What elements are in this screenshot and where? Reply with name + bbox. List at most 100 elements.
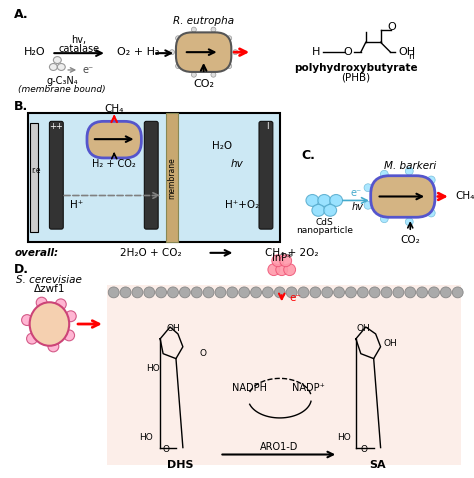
Ellipse shape xyxy=(346,287,356,298)
Text: HO: HO xyxy=(146,364,160,373)
Ellipse shape xyxy=(405,287,416,298)
Text: O: O xyxy=(199,349,206,358)
Ellipse shape xyxy=(211,72,216,77)
Text: H₂O: H₂O xyxy=(24,47,46,57)
Ellipse shape xyxy=(108,287,119,298)
Ellipse shape xyxy=(364,184,372,192)
FancyBboxPatch shape xyxy=(166,113,178,242)
Ellipse shape xyxy=(65,311,76,322)
Ellipse shape xyxy=(55,299,66,310)
FancyBboxPatch shape xyxy=(49,121,63,229)
Text: NADPH: NADPH xyxy=(232,383,266,393)
Text: O: O xyxy=(344,47,352,57)
Ellipse shape xyxy=(357,287,368,298)
Ellipse shape xyxy=(427,209,435,217)
Text: g-C₃N₄: g-C₃N₄ xyxy=(46,76,78,86)
Text: DHS: DHS xyxy=(167,460,193,470)
Ellipse shape xyxy=(310,287,321,298)
Ellipse shape xyxy=(324,205,337,216)
Text: nanoparticle: nanoparticle xyxy=(296,226,353,235)
FancyBboxPatch shape xyxy=(144,121,158,229)
Ellipse shape xyxy=(175,36,181,41)
Ellipse shape xyxy=(405,167,413,175)
Text: HO: HO xyxy=(337,433,351,442)
Text: OH: OH xyxy=(398,47,416,57)
Text: ++: ++ xyxy=(49,122,63,131)
Ellipse shape xyxy=(263,287,273,298)
Ellipse shape xyxy=(64,330,74,341)
Ellipse shape xyxy=(428,287,439,298)
Text: O: O xyxy=(163,445,170,454)
Ellipse shape xyxy=(380,215,388,223)
Ellipse shape xyxy=(452,287,463,298)
FancyBboxPatch shape xyxy=(176,33,231,72)
FancyBboxPatch shape xyxy=(371,176,435,217)
Ellipse shape xyxy=(381,287,392,298)
Text: SA: SA xyxy=(369,460,386,470)
Ellipse shape xyxy=(168,287,178,298)
Ellipse shape xyxy=(417,287,428,298)
Text: A.: A. xyxy=(14,8,28,21)
Ellipse shape xyxy=(276,264,288,276)
Ellipse shape xyxy=(132,287,143,298)
Text: I: I xyxy=(265,122,268,131)
Text: InP*: InP* xyxy=(272,253,292,263)
Text: e⁻: e⁻ xyxy=(290,293,301,304)
Text: D.: D. xyxy=(14,263,29,276)
Text: H: H xyxy=(312,47,320,57)
Ellipse shape xyxy=(318,195,331,206)
Text: O: O xyxy=(360,445,367,454)
Text: membrane: membrane xyxy=(167,157,176,198)
Ellipse shape xyxy=(284,264,296,276)
FancyBboxPatch shape xyxy=(259,121,273,229)
Ellipse shape xyxy=(280,255,292,267)
Ellipse shape xyxy=(233,50,238,54)
Text: catalase: catalase xyxy=(58,44,100,54)
Text: n: n xyxy=(408,52,414,61)
Text: OH: OH xyxy=(383,339,397,348)
Ellipse shape xyxy=(227,64,232,68)
Ellipse shape xyxy=(364,201,372,209)
Ellipse shape xyxy=(175,64,181,68)
Ellipse shape xyxy=(191,72,196,77)
Ellipse shape xyxy=(306,195,319,206)
Ellipse shape xyxy=(369,287,380,298)
Text: CH₄: CH₄ xyxy=(104,105,124,115)
Ellipse shape xyxy=(268,264,280,276)
Text: polyhydroxybutyrate: polyhydroxybutyrate xyxy=(294,63,418,73)
Text: H⁺: H⁺ xyxy=(71,200,84,210)
Text: CdS: CdS xyxy=(315,217,333,227)
Ellipse shape xyxy=(57,64,65,70)
Text: M. barkeri: M. barkeri xyxy=(384,161,437,171)
Ellipse shape xyxy=(380,170,388,178)
Text: hv: hv xyxy=(231,159,244,169)
Text: S. cerevisiae: S. cerevisiae xyxy=(17,274,82,284)
Ellipse shape xyxy=(120,287,131,298)
Ellipse shape xyxy=(330,195,343,206)
Text: hv,: hv, xyxy=(72,35,87,45)
Text: H⁺+O₂: H⁺+O₂ xyxy=(225,200,259,210)
Ellipse shape xyxy=(155,287,166,298)
Ellipse shape xyxy=(227,36,232,41)
Text: OH: OH xyxy=(357,325,371,334)
Ellipse shape xyxy=(322,287,333,298)
Text: hv: hv xyxy=(352,202,364,212)
Ellipse shape xyxy=(203,287,214,298)
Ellipse shape xyxy=(274,287,285,298)
Ellipse shape xyxy=(191,27,196,32)
Ellipse shape xyxy=(227,287,238,298)
Ellipse shape xyxy=(191,287,202,298)
Text: C.: C. xyxy=(301,150,315,163)
Text: R. eutropha: R. eutropha xyxy=(173,15,234,25)
FancyBboxPatch shape xyxy=(27,113,280,242)
Text: ARO1-D: ARO1-D xyxy=(260,442,298,452)
FancyBboxPatch shape xyxy=(30,123,37,232)
Text: (PHB): (PHB) xyxy=(341,73,371,83)
Text: CO₂: CO₂ xyxy=(193,79,214,89)
Text: O: O xyxy=(388,22,396,33)
Text: CO₂: CO₂ xyxy=(401,235,420,245)
Text: r.e: r.e xyxy=(32,166,41,175)
Ellipse shape xyxy=(30,302,69,346)
Text: CH₄ + 2O₂: CH₄ + 2O₂ xyxy=(265,248,319,258)
Text: NADP⁺: NADP⁺ xyxy=(292,383,325,393)
